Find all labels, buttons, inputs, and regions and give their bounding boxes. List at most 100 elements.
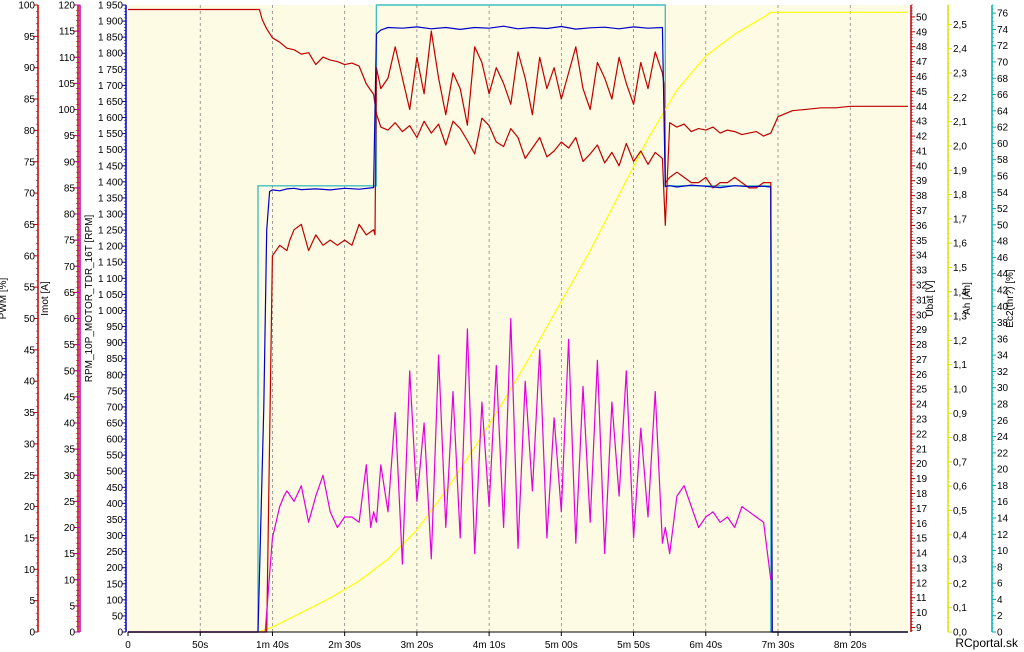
ubat-tick-label: 14 xyxy=(916,549,928,560)
series-thr xyxy=(128,4,908,633)
ubat-tick-label: 35 xyxy=(916,236,928,247)
ubat-tick-label: 27 xyxy=(916,355,928,366)
imot-tick-label: 120 xyxy=(58,1,75,12)
ubat-tick-label: 46 xyxy=(916,72,928,83)
imot-tick-label: 20 xyxy=(64,523,76,534)
pwm-tick-label: 45 xyxy=(24,345,36,356)
imot-axis: 0 5 10 15 20 25 30 35 40 45 50 55 60 65 70 75 80 85 90 95 10… xyxy=(40,1,79,639)
imot-tick-label: 30 xyxy=(64,471,76,482)
x-tick-label: 6m 40s xyxy=(689,640,722,651)
ubat-tick-label: 39 xyxy=(916,176,928,187)
imot-tick-label: 40 xyxy=(64,419,76,430)
pwm-tick-label: 10 xyxy=(24,565,36,576)
ubat-tick-label: 20 xyxy=(916,459,928,470)
thr-tick-label: 72 xyxy=(997,41,1009,52)
thr-axis-title: Ec2(thr?) [%] xyxy=(1005,269,1016,328)
thr-tick-label: 18 xyxy=(997,481,1009,492)
ubat-tick-label: 47 xyxy=(916,57,928,68)
x-axis: 0 50s 1m 40s 2m 30s 3m 20s 4m 10s 5m 00s 5m 50s… xyxy=(125,631,908,651)
thr-tick-label: 14 xyxy=(997,514,1009,525)
rpm-tick-label: 1 300 xyxy=(98,210,123,221)
x-tick-label: 5m 00s xyxy=(545,640,578,651)
ah-tick-label: 0,0 xyxy=(953,628,967,639)
thr-tick-label: 28 xyxy=(997,400,1009,411)
ah-axis-title: Ah [Ah] xyxy=(962,282,973,315)
ubat-tick-label: 16 xyxy=(916,519,928,530)
rpm-tick-label: 50 xyxy=(112,611,124,622)
ah-tick-label: 0,8 xyxy=(953,433,967,444)
rpm-tick-label: 1 050 xyxy=(98,290,123,301)
ah-tick-label: 0,9 xyxy=(953,409,967,420)
ubat-tick-label: 17 xyxy=(916,504,928,515)
imot-tick-label: 70 xyxy=(64,262,76,273)
thr-tick-label: 36 xyxy=(997,334,1009,345)
ubat-tick-label: 25 xyxy=(916,385,928,396)
axes-layer: 0510152025303540455055606570758085909510… xyxy=(0,1,1016,639)
rpm-tick-label: 1 550 xyxy=(98,129,123,140)
imot-tick-label: 95 xyxy=(64,131,76,142)
ah-tick-label: 1,8 xyxy=(953,190,967,201)
rpm-tick-label: 950 xyxy=(106,322,123,333)
thr-tick-label: 26 xyxy=(997,416,1009,427)
ah-tick-label: 0,6 xyxy=(953,482,967,493)
thr-axis: 0246810121416182022242628303234363840424… xyxy=(991,4,1016,639)
rpm-tick-label: 1 100 xyxy=(98,274,123,285)
pwm-tick-label: 25 xyxy=(24,471,36,482)
ubat-axis-title: Ubat [V] xyxy=(925,280,936,316)
ubat-tick-label: 18 xyxy=(916,489,928,500)
pwm-tick-label: 0 xyxy=(29,628,35,639)
thr-tick-label: 52 xyxy=(997,204,1009,215)
rpm-tick-label: 550 xyxy=(106,451,123,462)
ah-tick-label: 1,1 xyxy=(953,360,967,371)
thr-tick-label: 38 xyxy=(997,318,1009,329)
imot-tick-label: 80 xyxy=(64,210,76,221)
ubat-tick-label: 26 xyxy=(916,370,928,381)
imot-tick-label: 35 xyxy=(64,445,76,456)
pwm-tick-label: 35 xyxy=(24,408,36,419)
ubat-tick-label: 37 xyxy=(916,206,928,217)
rpm-tick-label: 1 350 xyxy=(98,193,123,204)
x-tick-label: 4m 10s xyxy=(473,640,506,651)
thr-tick-label: 34 xyxy=(997,351,1009,362)
ubat-tick-label: 31 xyxy=(916,295,928,306)
ah-tick-label: 1,6 xyxy=(953,239,967,250)
rpm-tick-label: 500 xyxy=(106,467,123,478)
imot-axis-title: Imot [A] xyxy=(40,281,51,316)
imot-tick-label: 90 xyxy=(64,157,76,168)
rpm-tick-label: 1 400 xyxy=(98,177,123,188)
rpm-tick-label: 1 700 xyxy=(98,81,123,92)
rpm-tick-label: 1 500 xyxy=(98,145,123,156)
thr-tick-label: 58 xyxy=(997,155,1009,166)
pwm-tick-label: 55 xyxy=(24,283,36,294)
imot-tick-label: 60 xyxy=(64,314,76,325)
ah-tick-label: 1,7 xyxy=(953,214,967,225)
ah-tick-label: 1,9 xyxy=(953,166,967,177)
rpm-tick-label: 1 750 xyxy=(98,65,123,76)
thr-tick-label: 12 xyxy=(997,530,1009,541)
ah-tick-label: 2,2 xyxy=(953,93,967,104)
ubat-tick-label: 11 xyxy=(916,593,927,604)
ubat-tick-label: 15 xyxy=(916,534,928,545)
ubat-tick-label: 34 xyxy=(916,251,928,262)
ah-tick-label: 2,1 xyxy=(953,117,967,128)
pwm-axis: 0 5 10 15 20 25 30 35 40 45 50 55 60 65 70 75 80 85 90 95 10… xyxy=(0,1,39,639)
rpm-tick-label: 1 800 xyxy=(98,49,123,60)
imot-tick-label: 110 xyxy=(59,53,75,64)
rpm-tick-label: 250 xyxy=(106,547,123,558)
imot-tick-label: 25 xyxy=(64,497,76,508)
ubat-tick-label: 50 xyxy=(916,12,928,23)
rpm-tick-label: 600 xyxy=(106,435,123,446)
thr-tick-label: 32 xyxy=(997,367,1009,378)
imot-tick-label: 5 xyxy=(69,601,75,612)
series-ah xyxy=(128,11,908,633)
pwm-tick-label: 5 xyxy=(29,596,35,607)
ubat-tick-label: 44 xyxy=(916,102,928,113)
ubat-tick-label: 38 xyxy=(916,191,928,202)
thr-tick-label: 56 xyxy=(997,172,1009,183)
ubat-tick-label: 43 xyxy=(916,117,928,128)
thr-tick-label: 40 xyxy=(997,302,1009,313)
imot-tick-label: 75 xyxy=(64,236,76,247)
x-tick-label: 1m 40s xyxy=(256,640,289,651)
series-ec xyxy=(128,317,772,633)
ah-tick-label: 0,5 xyxy=(953,506,967,517)
